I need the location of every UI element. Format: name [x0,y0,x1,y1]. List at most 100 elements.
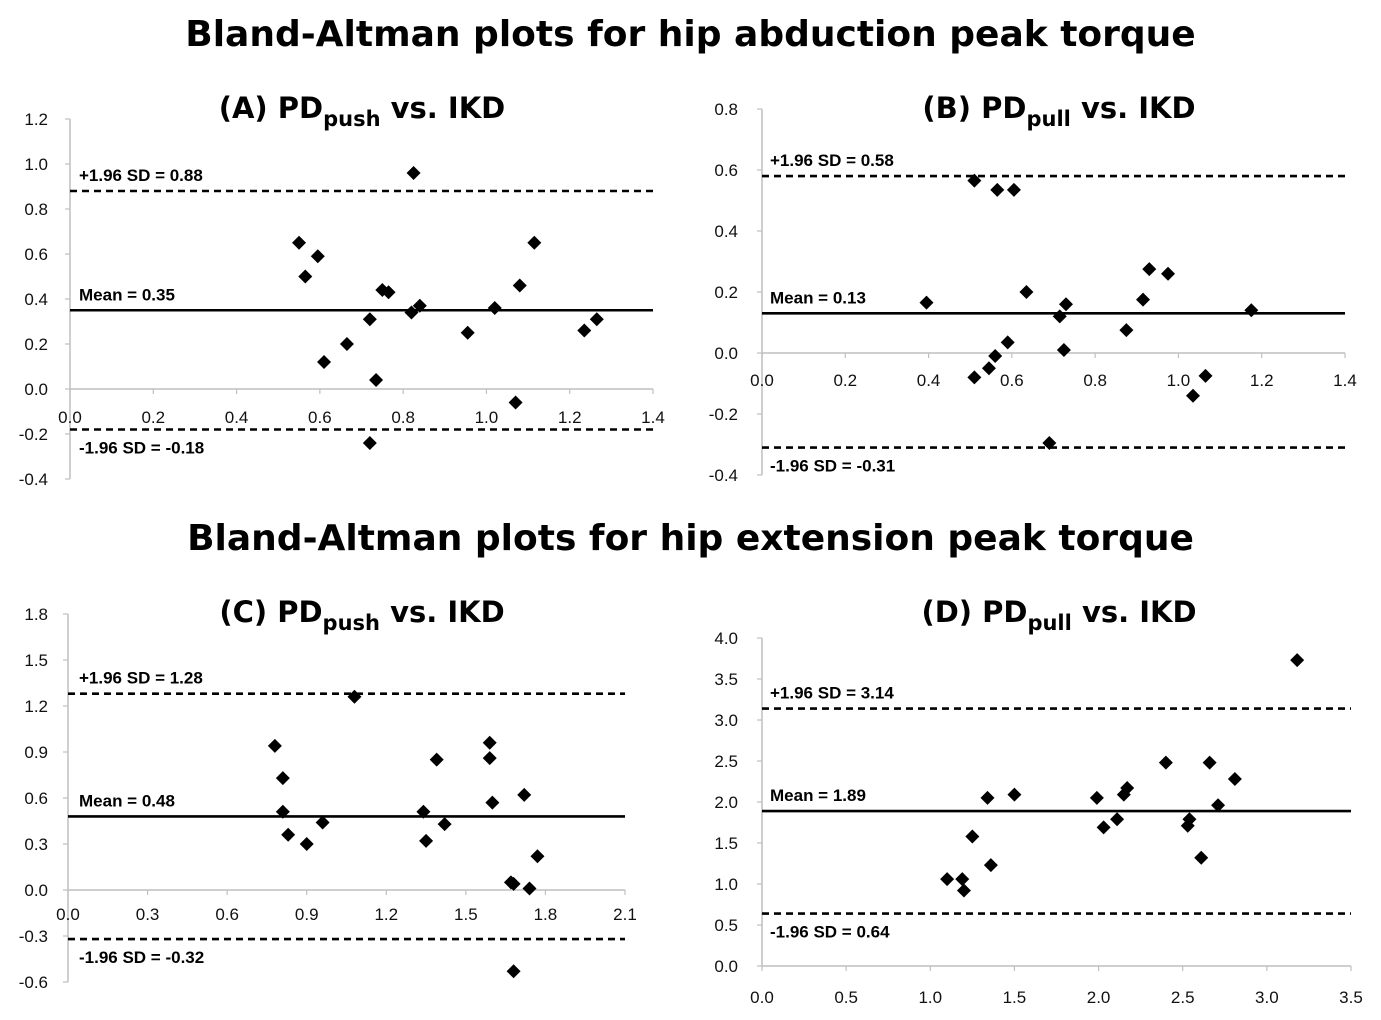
mean-label: Mean = 0.48 [79,791,175,810]
x-tick-label: 0.2 [833,371,857,390]
data-point [1116,787,1131,802]
data-point [299,837,314,851]
x-tick-label: 1.2 [374,905,398,924]
data-point [362,312,377,327]
bland-altman-plot-b: (B) PDpull vs. IKD -0.4 -0.2 0.0 0.2 0.4 0.6 0.… [709,91,1357,485]
data-point [940,872,955,887]
mean-label: Mean = 0.13 [770,288,866,307]
data-point [1211,798,1226,813]
y-tick-label: -0.4 [709,466,738,485]
data-point [369,373,384,387]
x-tick-label: 3.0 [1255,988,1279,1007]
plot-title-suffix: vs. IKD [1071,91,1196,125]
y-tick-label: 4.0 [714,629,738,648]
data-point [517,787,532,802]
data-point [1227,772,1242,787]
abduction-section-title: Bland-Altman plots for hip abduction pea… [185,14,1196,55]
y-tick-label: -0.3 [19,927,48,946]
mean-label: Mean = 0.35 [79,285,175,304]
data-point [1182,812,1197,827]
data-point [522,881,537,896]
data-point [1136,292,1151,307]
data-point [512,278,527,293]
x-tick-label: 0.2 [141,408,165,427]
y-tick-label: 0.0 [24,380,48,399]
data-point [404,305,419,320]
y-tick-label: 1.0 [24,155,48,174]
data-point [965,829,980,844]
y-tick-label: 0.9 [24,743,48,762]
x-tick-label: 0.4 [917,371,941,390]
data-point [362,436,377,450]
upper-limit-label: +1.96 SD = 1.28 [79,669,203,688]
x-tick-label: 0.3 [136,905,160,924]
mean-label: Mean = 1.89 [770,786,866,805]
data-point [527,235,542,250]
plot-title-suffix: vs. IKD [381,91,506,125]
x-tick-label: 2.0 [1087,988,1111,1007]
plot-title-prefix: (B) PD [922,91,1026,125]
y-tick-label: 0.6 [714,161,738,180]
y-tick-label: 2.0 [714,793,738,812]
y-tick-label: 0.4 [24,290,48,309]
plot-title-prefix: (D) PD [921,595,1027,629]
data-point [967,370,982,385]
x-tick-label: 0.6 [215,905,239,924]
data-point [506,876,521,891]
x-tick-label: 2.5 [1171,988,1195,1007]
plot-title-prefix: (C) PD [219,595,322,629]
y-tick-label: 1.2 [24,110,48,129]
data-point [381,285,396,300]
data-point [1198,368,1213,383]
y-tick-label: -0.2 [709,405,738,424]
x-tick-label: 1.8 [534,905,558,924]
x-tick-label: 0.0 [56,905,80,924]
data-point [1142,262,1157,277]
y-tick-label: 0.0 [714,957,738,976]
data-point [437,817,452,832]
data-point [412,298,427,313]
lower-limit-label: -1.96 SD = 0.64 [770,923,890,942]
data-point [981,361,996,376]
plot-title: (D) PDpull vs. IKD [921,595,1196,635]
y-tick-label: 0.8 [24,200,48,219]
x-tick-label: 0.4 [225,408,249,427]
data-point [317,355,332,369]
data-point [1244,303,1259,318]
y-tick-label: 0.6 [24,789,48,808]
plot-title-suffix: vs. IKD [1072,595,1197,629]
data-point [530,849,545,864]
x-tick-label: 1.2 [1250,371,1274,390]
data-point [1096,820,1111,835]
data-point [339,337,354,351]
x-tick-label: 0.0 [750,988,774,1007]
data-point [1120,781,1135,796]
x-tick-label: 1.0 [918,988,942,1007]
upper-limit-label: +1.96 SD = 3.14 [770,684,894,703]
lower-limit-label: -1.96 SD = -0.32 [79,948,204,967]
y-tick-label: -0.4 [19,470,48,489]
lower-limit-label: -1.96 SD = -0.18 [79,439,204,458]
y-tick-label: 0.4 [714,222,738,241]
x-tick-label: 0.9 [295,905,319,924]
data-point [1194,850,1209,865]
data-point [267,738,282,753]
data-point [416,804,431,819]
data-point [485,795,500,810]
x-tick-label: 1.4 [641,408,665,427]
x-tick-label: 0.6 [1000,371,1024,390]
x-tick-label: 0.6 [308,408,332,427]
x-tick-label: 3.5 [1339,988,1363,1007]
data-point [1019,285,1034,299]
y-tick-label: 0.5 [714,916,738,935]
data-point [406,166,421,180]
data-point [589,312,604,327]
plot-title: (C) PDpush vs. IKD [219,595,504,635]
data-point [980,790,995,805]
lower-limit-label: -1.96 SD = -0.31 [770,457,895,476]
x-tick-label: 0.8 [391,408,415,427]
y-tick-label: 0.6 [24,245,48,264]
data-point [1056,342,1071,357]
data-point [315,815,330,830]
data-point [1052,309,1067,324]
